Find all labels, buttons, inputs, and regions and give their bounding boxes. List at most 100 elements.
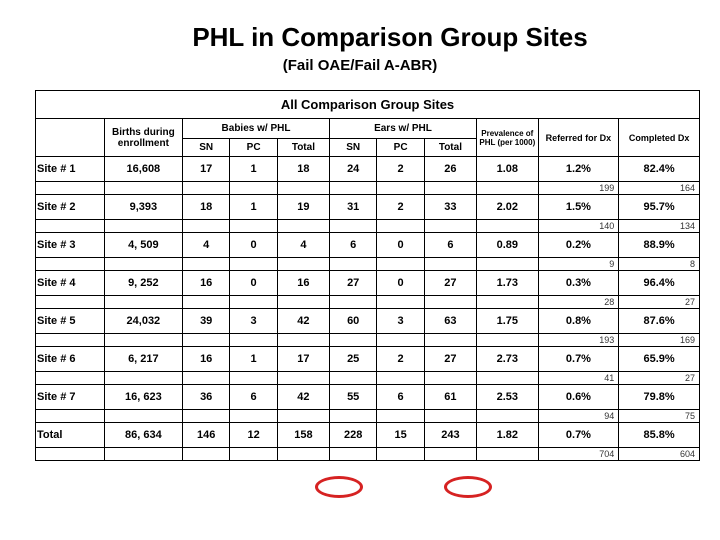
footnote-empty — [104, 410, 182, 423]
header-babies-total: Total — [277, 139, 329, 157]
ears-sn-cell: 228 — [329, 423, 376, 448]
babies-sn-cell: 16 — [182, 347, 229, 372]
footnote-empty — [277, 448, 329, 461]
header-ears-pc: PC — [377, 139, 424, 157]
header-ears-sn: SN — [329, 139, 376, 157]
footnote-empty — [329, 220, 376, 233]
babies-total-cell: 42 — [277, 385, 329, 410]
footnote-empty — [476, 334, 538, 347]
footnote-empty — [424, 448, 476, 461]
footnote-comp: 75 — [619, 410, 700, 423]
footnote-empty — [182, 296, 229, 309]
babies-total-cell: 18 — [277, 157, 329, 182]
ears-sn-cell: 55 — [329, 385, 376, 410]
footnote-empty — [377, 296, 424, 309]
table-row: Site # 49, 25216016270271.730.3%96.4% — [36, 271, 700, 296]
table-row: Site # 524,03239342603631.750.8%87.6% — [36, 309, 700, 334]
footnote-empty — [329, 182, 376, 195]
footnote-empty — [182, 448, 229, 461]
births-cell: 4, 509 — [104, 233, 182, 258]
table-container: All Comparison Group Sites Births during… — [35, 90, 700, 461]
header-ears: Ears w/ PHL — [329, 119, 476, 139]
table-row-footnote: 140134 — [36, 220, 700, 233]
ears-sn-cell: 25 — [329, 347, 376, 372]
prev-cell: 1.75 — [476, 309, 538, 334]
footnote-empty — [424, 258, 476, 271]
header-ref: Referred for Dx — [538, 119, 619, 157]
ears-total-cell: 26 — [424, 157, 476, 182]
ref-cell: 0.2% — [538, 233, 619, 258]
footnote-empty — [424, 334, 476, 347]
table-row: Site # 716, 62336642556612.530.6%79.8% — [36, 385, 700, 410]
site-label: Site # 6 — [36, 347, 105, 372]
footnote-empty — [230, 448, 277, 461]
header-main: All Comparison Group Sites — [36, 91, 700, 119]
babies-pc-cell: 3 — [230, 309, 277, 334]
footnote-empty — [104, 220, 182, 233]
prev-cell: 1.73 — [476, 271, 538, 296]
ears-pc-cell: 2 — [377, 347, 424, 372]
header-births: Births during enrollment — [104, 119, 182, 157]
header-prev: Prevalence of PHL (per 1000) — [476, 119, 538, 157]
footnote-ref: 199 — [538, 182, 619, 195]
prev-cell: 1.82 — [476, 423, 538, 448]
site-label: Site # 5 — [36, 309, 105, 334]
footnote-empty — [182, 334, 229, 347]
footnote-empty — [277, 258, 329, 271]
footnote-empty — [277, 296, 329, 309]
header-babies: Babies w/ PHL — [182, 119, 329, 139]
highlight-circle — [315, 476, 363, 498]
footnote-empty — [36, 220, 105, 233]
footnote-ref: 9 — [538, 258, 619, 271]
births-cell: 86, 634 — [104, 423, 182, 448]
footnote-empty — [476, 410, 538, 423]
footnote-empty — [36, 296, 105, 309]
babies-total-cell: 4 — [277, 233, 329, 258]
ears-pc-cell: 3 — [377, 309, 424, 334]
ears-total-cell: 63 — [424, 309, 476, 334]
site-label: Site # 1 — [36, 157, 105, 182]
footnote-empty — [182, 220, 229, 233]
footnote-empty — [329, 372, 376, 385]
footnote-empty — [104, 296, 182, 309]
footnote-empty — [104, 182, 182, 195]
footnote-empty — [329, 258, 376, 271]
babies-sn-cell: 39 — [182, 309, 229, 334]
footnote-empty — [182, 372, 229, 385]
babies-sn-cell: 17 — [182, 157, 229, 182]
footnote-empty — [182, 182, 229, 195]
births-cell: 9,393 — [104, 195, 182, 220]
comp-cell: 88.9% — [619, 233, 700, 258]
footnote-comp: 8 — [619, 258, 700, 271]
footnote-empty — [182, 410, 229, 423]
site-label: Site # 2 — [36, 195, 105, 220]
comp-cell: 95.7% — [619, 195, 700, 220]
footnote-empty — [476, 296, 538, 309]
ref-cell: 0.6% — [538, 385, 619, 410]
babies-pc-cell: 1 — [230, 157, 277, 182]
footnote-ref: 41 — [538, 372, 619, 385]
comp-cell: 79.8% — [619, 385, 700, 410]
footnote-ref: 28 — [538, 296, 619, 309]
comp-cell: 87.6% — [619, 309, 700, 334]
babies-sn-cell: 146 — [182, 423, 229, 448]
table-row-footnote: 98 — [36, 258, 700, 271]
ref-cell: 0.7% — [538, 347, 619, 372]
ref-cell: 0.3% — [538, 271, 619, 296]
footnote-empty — [329, 334, 376, 347]
footnote-empty — [36, 258, 105, 271]
ears-total-cell: 6 — [424, 233, 476, 258]
births-cell: 16,608 — [104, 157, 182, 182]
comp-cell: 96.4% — [619, 271, 700, 296]
footnote-empty — [104, 448, 182, 461]
table-row: Site # 34, 5094046060.890.2%88.9% — [36, 233, 700, 258]
footnote-comp: 27 — [619, 372, 700, 385]
ears-pc-cell: 0 — [377, 233, 424, 258]
footnote-empty — [230, 410, 277, 423]
footnote-empty — [476, 182, 538, 195]
footnote-empty — [329, 410, 376, 423]
ears-sn-cell: 60 — [329, 309, 376, 334]
footnote-empty — [230, 334, 277, 347]
footnote-comp: 164 — [619, 182, 700, 195]
footnote-empty — [182, 258, 229, 271]
